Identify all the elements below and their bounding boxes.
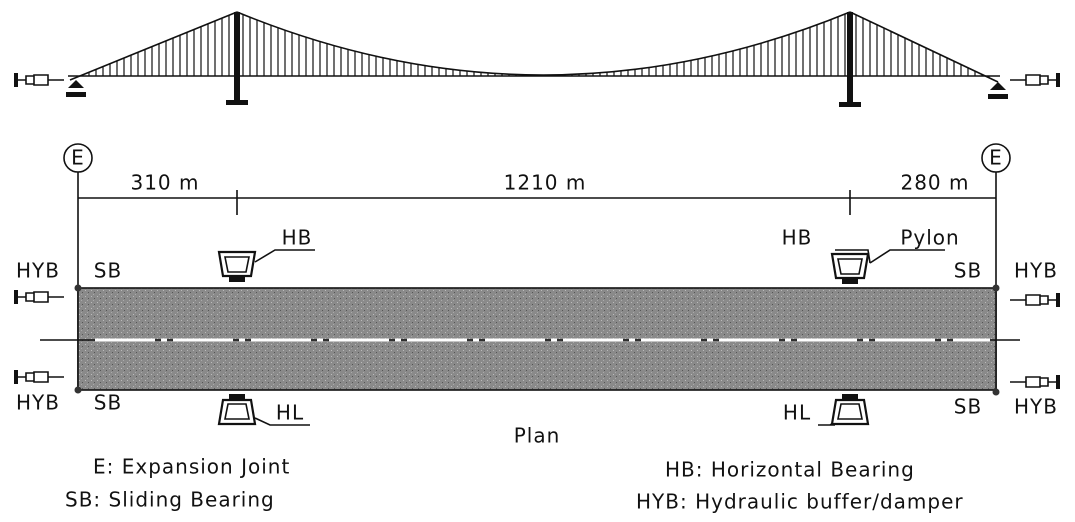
buffer-icon [14, 370, 64, 384]
tower [234, 12, 240, 102]
buffer-label: HYB [1014, 259, 1058, 283]
buffer-body [18, 372, 64, 382]
buffer-end [14, 73, 18, 87]
bearing-pad [842, 394, 858, 400]
support [66, 80, 86, 97]
bearing-label: HL [276, 401, 304, 425]
span-length: 310 m [130, 171, 199, 195]
span-length: 280 m [900, 171, 969, 195]
buffer-body [18, 75, 64, 85]
buffer-body [1010, 295, 1056, 305]
bearing-pad [842, 278, 858, 284]
pylon-label: Pylon [900, 226, 959, 250]
tower [847, 12, 853, 104]
buffer-end [1056, 73, 1060, 87]
bearing-icon [219, 252, 255, 282]
buffer-end [1056, 375, 1060, 389]
buffer-icon [14, 73, 64, 87]
drawing: E E 310 m 1210 m 280 m HB HB Pylon HL HL… [0, 0, 1075, 522]
legend-entry: SB: Sliding Bearing [65, 488, 275, 512]
buffer-label: HYB [16, 259, 60, 283]
legend-entry: E: Expansion Joint [93, 455, 290, 479]
buffer-icon [1010, 375, 1060, 389]
bearing-pad [229, 276, 245, 282]
tower-foot [226, 100, 248, 105]
bearing-label: HL [783, 401, 811, 425]
support [988, 82, 1008, 99]
tower-foot [839, 102, 861, 107]
bearing-label: SB [954, 259, 982, 283]
buffer-label: HYB [1014, 395, 1058, 419]
span-length: 1210 m [504, 171, 587, 195]
bearing-label: SB [954, 395, 982, 419]
bearing-icon [219, 394, 255, 424]
bearing-label: SB [94, 391, 122, 415]
buffer-end [14, 290, 18, 304]
bearing-dot [75, 387, 82, 394]
buffer-body [1010, 377, 1056, 387]
bearing-icon [832, 394, 868, 424]
legend: E: Expansion Joint SB: Sliding Bearing H… [65, 455, 964, 514]
bearing-icon [832, 254, 868, 284]
bearing-dot [993, 285, 1000, 292]
plan-title: Plan [514, 424, 561, 448]
buffer-icon [1010, 293, 1060, 307]
buffer-body [18, 292, 64, 302]
bearing-dot [993, 389, 1000, 396]
side-cables [70, 12, 998, 82]
bearing-label: HB [782, 226, 813, 250]
bearing-label: SB [94, 259, 122, 283]
bearing-dot [75, 285, 82, 292]
buffer-body [1010, 75, 1056, 85]
bearing-label: HB [282, 226, 313, 250]
elevation [66, 12, 1008, 107]
plan: E E 310 m 1210 m 280 m HB HB Pylon HL HL… [16, 144, 1058, 448]
buffer-end [1056, 293, 1060, 307]
main-cable [237, 12, 850, 75]
buffer-end [14, 370, 18, 384]
bearing-pad [229, 394, 245, 400]
joint-label: E [989, 146, 1003, 170]
buffer-label: HYB [16, 391, 60, 415]
buffer-icon [1010, 73, 1060, 87]
legend-entry: HYB: Hydraulic buffer/damper [636, 490, 964, 514]
joint-label: E [71, 146, 85, 170]
buffer-icon [14, 290, 64, 304]
legend-entry: HB: Horizontal Bearing [665, 458, 915, 482]
